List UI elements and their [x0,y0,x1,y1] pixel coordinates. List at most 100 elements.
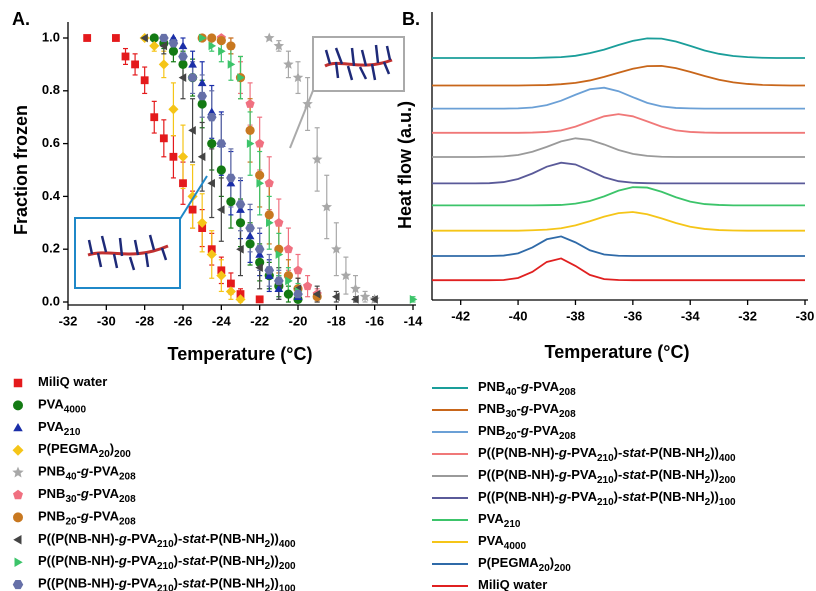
point [198,224,207,232]
point [207,139,217,149]
point [13,400,23,411]
point [207,178,215,188]
point [245,125,255,135]
heat-flow-curve [432,186,805,207]
inset-gray [289,36,405,149]
point [188,126,196,135]
callout-line [289,87,315,149]
point [13,535,22,545]
point [158,59,169,70]
point [255,170,265,180]
point [112,34,120,42]
x-tick-label: -20 [289,313,308,328]
point [235,200,246,209]
point [159,33,169,43]
point [274,217,284,227]
point [14,557,23,567]
panel-label: B. [402,9,420,29]
point [255,138,265,148]
point [140,33,148,43]
legend-label: MiliQ water [38,374,107,389]
callout-line [179,175,208,220]
point [83,34,92,42]
point [169,152,178,161]
legend-label: PVA210 [38,419,81,437]
point [292,72,304,83]
point [168,104,179,115]
point [302,281,313,291]
point [168,39,179,48]
point [235,218,246,228]
point [179,179,187,188]
inset-bristles [324,44,392,81]
legend-label: PNB30-g-PVA208 [38,486,136,504]
x-tick-label: -14 [404,313,424,328]
y-tick-label: 0.8 [42,82,60,97]
heat-flow-curve [432,211,805,232]
point [12,444,24,456]
point [13,489,23,500]
point [150,113,159,122]
x-tick-label: -16 [365,313,384,328]
y-tick-label: 0.2 [42,241,60,256]
panel-label: A. [12,9,30,29]
point [226,178,236,187]
x-tick-label: -28 [135,313,154,328]
point [226,41,236,51]
x-tick-label: -32 [738,308,757,323]
x-axis-label: Temperature (°C) [545,342,690,362]
point [13,423,23,432]
heat-flow-curve [432,161,805,185]
point [350,283,361,294]
point [246,139,255,148]
legend-label: MiliQ water [478,577,547,591]
y-tick-label: 0.0 [42,293,60,308]
point [217,266,226,275]
legend-label: P((P(NB-NH)-g-PVA210)-stat-P(NB-NH2))400 [38,531,296,549]
x-tick-label: -42 [451,308,470,323]
point [149,33,159,43]
legend-label: PVA4000 [38,397,86,415]
point [264,266,275,275]
point [188,205,197,214]
point [245,99,255,108]
point [370,294,378,304]
x-tick-label: -18 [327,313,346,328]
x-axis-label: Temperature (°C) [168,344,313,364]
x-tick-label: -34 [681,308,701,323]
point [12,466,24,478]
legend-label: PVA210 [478,511,521,529]
y-axis-label: Fraction frozen [11,105,31,235]
point [13,378,23,388]
point [331,292,340,302]
point [293,289,303,299]
point [178,59,188,69]
point [274,284,284,293]
point [197,91,207,101]
point [227,60,236,69]
point [293,265,303,275]
heat-flow-curve [432,137,805,158]
x-tick-label: -30 [97,313,116,328]
point [226,197,236,207]
point [178,52,188,61]
legend-label: P((P(NB-NH)-g-PVA210)-stat-P(NB-NH2))200 [38,554,296,572]
point [197,99,207,109]
point [226,173,236,183]
point [236,244,244,254]
point [255,250,265,258]
inset-bristles [87,234,168,271]
point [264,210,274,220]
point [245,223,255,233]
point [256,178,265,188]
point [197,217,208,228]
legend-label: P((P(NB-NH)-g-PVA210)-stat-P(NB-NH2))100 [38,576,296,591]
point [140,76,149,85]
legend-label: PVA4000 [478,533,526,551]
point [275,250,284,259]
point [283,58,294,69]
point [216,205,225,214]
point [331,243,342,254]
